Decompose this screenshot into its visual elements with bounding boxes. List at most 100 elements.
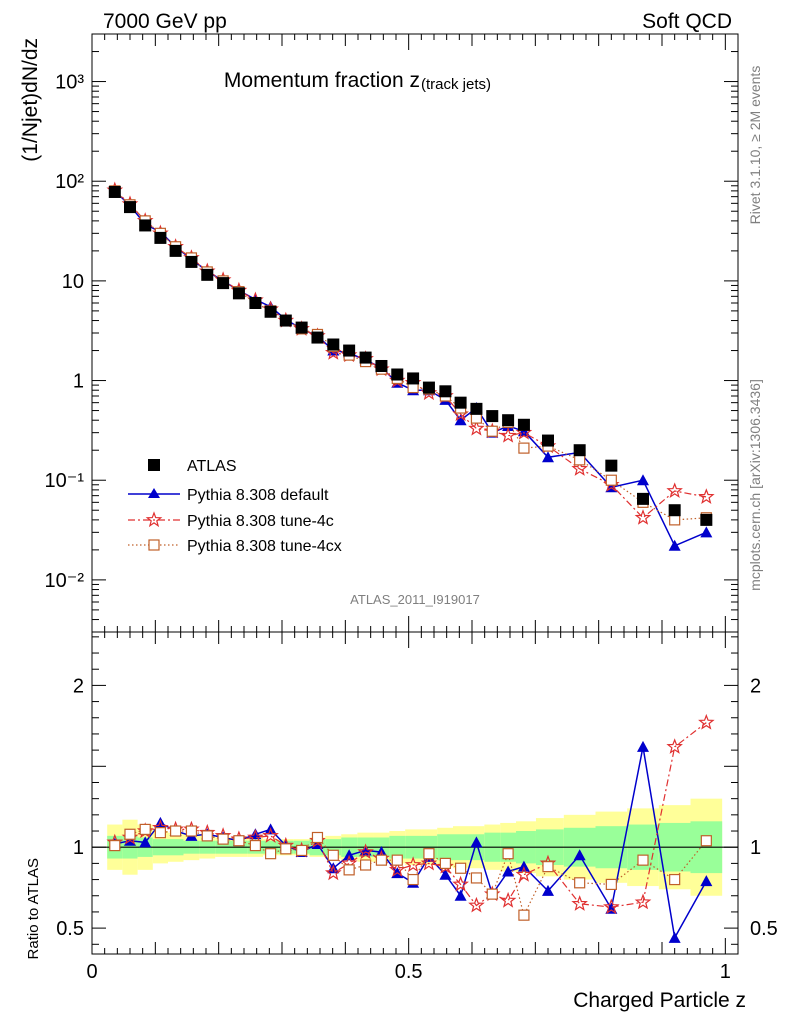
ratio-point-tune4c [603,898,620,915]
ratio-point-tune4cx [455,862,467,874]
x-tick-label: 0.5 [395,961,423,983]
ratio-point-tune4c [515,866,533,882]
legend-label-tune4c: Pythia 8.308 tune-4c [187,513,334,530]
legend-marker-tune4cx [148,539,160,551]
main-point-default [454,414,467,426]
legend-marker-default [148,488,160,498]
legend-marker-atlas [148,459,160,471]
ratio-point-default [637,740,649,752]
ratio-point-tune4cx [154,827,166,839]
ratio-point-tune4c [452,875,469,892]
main-point-default [542,451,554,463]
ratio-point-tune4cx [439,857,451,869]
ratio-panel-marks [106,713,715,943]
ratio-point-tune4c [404,856,422,873]
main-point-atlas [139,219,152,232]
chart-title-subscript: (track jets) [421,76,491,93]
main-point-tune4cx [574,454,586,466]
ratio-y-tick-label-right: 0.5 [750,918,778,940]
ratio-point-tune4c [420,854,438,871]
main-y-tick-label: 10 [62,271,84,293]
main-point-atlas [311,331,324,344]
ratio-point-tune4cx [542,861,554,873]
ratio-point-default [542,884,554,896]
ratio-y-tick-label-right: 2 [750,675,761,697]
main-y-tick-label: 1 [73,371,84,393]
analysis-label: ATLAS_2011_I919017 [350,592,480,607]
ratio-point-tune4cx [139,823,151,836]
main-point-tune4cx [669,514,681,526]
main-point-atlas [502,414,515,427]
ratio-point-tune4cx [502,848,514,860]
ratio-point-default [249,828,262,840]
ratio-point-tune4c [388,861,406,877]
ratio-point-tune4cx [124,828,136,840]
main-point-tune4c [571,460,588,476]
ratio-point-tune4cx [407,873,419,886]
main-point-atlas [542,434,554,447]
ratio-point-tune4cx [700,835,712,847]
ratio-y-tick-label-left: 1 [73,837,84,859]
main-point-atlas [343,344,356,357]
main-y-tick-label: 10⁻² [45,570,85,592]
main-point-atlas [327,338,340,351]
chart-title: Momentum fraction z [224,69,420,92]
legend-entry-atlas: ATLAS [148,458,237,475]
ratio-point-tune4cx [486,888,498,900]
main-y-axis-label: (1/Njet)dN/dz [19,38,42,162]
main-point-atlas [249,296,262,309]
x-axis-label: Charged Particle z [573,989,746,1012]
ratio-point-tune4c [324,864,342,881]
ratio-point-tune4cx [311,831,324,844]
ratio-point-tune4cx [423,848,435,860]
main-point-atlas [185,255,198,268]
main-panel-marks [106,181,715,551]
ratio-point-tune4cx [360,859,372,871]
legend-label-tune4cx: Pythia 8.308 tune-4cx [187,538,342,555]
ratio-point-tune4cx [217,833,229,845]
ratio-point-tune4c [698,713,715,730]
main-point-atlas [700,513,713,526]
main-point-tune4c [499,426,517,443]
main-point-atlas [359,351,372,364]
ratio-point-default [139,836,152,848]
ratio-point-tune4c [357,843,374,860]
main-y-tick-label: 10⁻¹ [45,470,85,492]
ratio-y-axis-label: Ratio to ATLAS [25,858,42,959]
ratio-point-tune4cx [343,864,355,876]
main-point-atlas [668,504,681,517]
ratio-point-default [573,849,586,861]
main-point-atlas [201,268,214,281]
header-energy-label: 7000 GeV pp [103,10,227,33]
ratio-point-tune4cx [470,872,483,884]
ratio-point-tune4cx [518,909,530,921]
ratio-point-default [668,931,681,943]
ratio-point-default [439,868,452,880]
ratio-point-default [517,860,530,872]
ratio-point-tune4cx [280,843,292,855]
legend-label-default: Pythia 8.308 default [187,487,329,504]
main-point-atlas [470,402,483,415]
main-point-tune4c [634,509,652,525]
main-point-atlas [391,368,404,381]
main-point-tune4c [698,488,715,504]
main-point-atlas [439,385,452,398]
ratio-point-tune4cx [109,839,121,852]
ratio-point-default [502,865,515,877]
main-point-atlas [517,418,530,431]
legend-marker-tune4c [145,511,163,528]
ratio-point-tune4cx [391,854,403,866]
ratio-line-tune4c [114,722,707,908]
main-point-default [700,526,713,538]
header-category-label: Soft QCD [642,10,732,33]
ratio-panel-frame [91,631,739,955]
main-point-atlas [486,410,499,423]
legend-entry-tune4cx: Pythia 8.308 tune-4cx [128,538,342,555]
ratio-point-default [470,836,483,848]
main-point-atlas [605,459,618,472]
main-point-atlas [154,231,167,244]
legend-label-atlas: ATLAS [187,458,237,475]
main-y-tick-label: 10³ [55,72,84,94]
